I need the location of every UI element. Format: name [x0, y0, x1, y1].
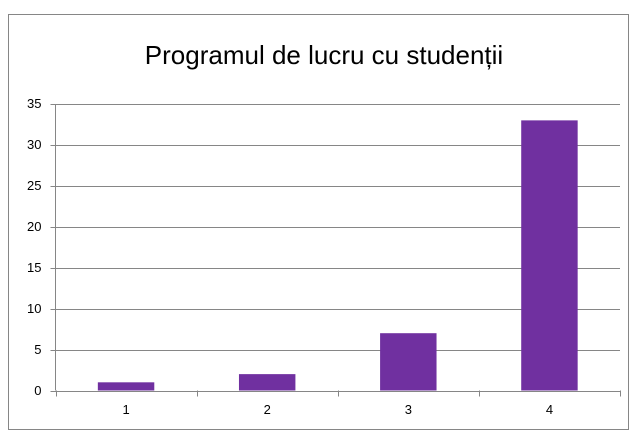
x-tick-label: 4: [546, 402, 553, 417]
bar: [380, 333, 437, 391]
y-tick-label: 20: [27, 219, 41, 234]
chart-title: Programul de lucru cu studenții: [145, 40, 503, 70]
y-tick-label: 25: [27, 178, 41, 193]
bar: [521, 120, 578, 391]
x-tick-label: 3: [405, 402, 412, 417]
x-tick-label: 2: [264, 402, 271, 417]
y-tick-label: 10: [27, 301, 41, 316]
y-tick-label: 30: [27, 137, 41, 152]
y-tick-label: 0: [34, 383, 41, 398]
y-tick-label: 35: [27, 96, 41, 111]
bar: [97, 382, 155, 391]
bar: [238, 374, 296, 391]
y-tick-label: 5: [34, 342, 41, 357]
y-tick-label: 15: [27, 260, 41, 275]
x-tick-label: 1: [122, 402, 129, 417]
